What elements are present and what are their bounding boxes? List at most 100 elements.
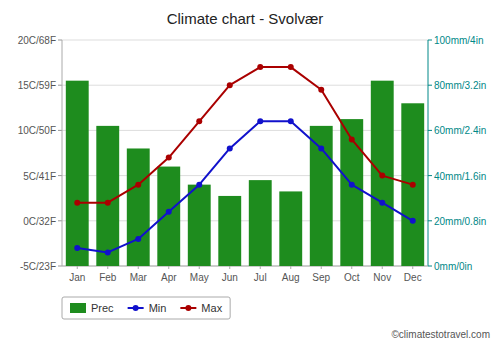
annotation: ©climatestotravel.com — [391, 329, 490, 340]
tick-label: Dec — [404, 272, 422, 283]
marker — [74, 245, 80, 251]
axis-line — [428, 40, 429, 266]
tick-label: Mar — [130, 272, 148, 283]
tick-label: Sep — [312, 272, 330, 283]
tick-label: 40mm/1.6in — [434, 171, 486, 182]
tick-label: -5C/23F — [20, 261, 56, 272]
axes: -5C/23F 0C/32F 5C/41F 10C/50F 15C/59F 20C/68F… — [18, 35, 487, 283]
tick-mark — [351, 266, 352, 269]
tick-mark — [58, 266, 62, 267]
legend: PrecMinMax — [62, 297, 230, 319]
line — [77, 121, 413, 252]
marker — [166, 155, 172, 161]
tick-mark — [260, 266, 261, 269]
bar — [249, 180, 272, 266]
tick-mark — [58, 40, 62, 41]
bar — [127, 148, 150, 266]
tick-mark — [412, 266, 413, 269]
marker — [105, 200, 111, 206]
bar — [279, 191, 302, 266]
marker — [410, 182, 416, 188]
legend-swatch — [185, 305, 191, 311]
legend-label: Min — [149, 302, 167, 314]
legend-frame — [62, 297, 230, 319]
marker — [227, 145, 233, 151]
tick-mark — [138, 266, 139, 269]
line-series — [74, 118, 416, 255]
marker — [105, 249, 111, 255]
legend-label: Prec — [91, 302, 114, 314]
marker — [410, 218, 416, 224]
tick-label: Jan — [69, 272, 85, 283]
marker — [288, 118, 294, 124]
grid-line — [62, 40, 428, 41]
tick-label: 100mm/4in — [434, 35, 483, 46]
tick-label: 0mm/0in — [434, 261, 472, 272]
tick-mark — [58, 85, 62, 86]
tick-mark — [168, 266, 169, 269]
tick-mark — [428, 85, 432, 86]
tick-mark — [428, 220, 432, 221]
plot-area — [66, 64, 424, 266]
legend-swatch — [133, 305, 139, 311]
tick-label: 60mm/2.4in — [434, 125, 486, 136]
tick-label: 0C/32F — [23, 216, 56, 227]
marker — [227, 82, 233, 88]
tick-label: Aug — [282, 272, 300, 283]
marker — [196, 118, 202, 124]
marker — [379, 200, 385, 206]
tick-label: Jun — [222, 272, 238, 283]
tick-mark — [58, 220, 62, 221]
tick-mark — [58, 175, 62, 176]
bar — [157, 167, 180, 266]
tick-label: 10C/50F — [18, 125, 56, 136]
bar-series — [66, 81, 424, 266]
bar — [218, 196, 241, 266]
tick-label: Nov — [373, 272, 391, 283]
tick-label: 5C/41F — [23, 171, 56, 182]
tick-mark — [107, 266, 108, 269]
marker — [379, 173, 385, 179]
tick-mark — [428, 266, 432, 267]
axis-line — [62, 40, 63, 266]
marker — [349, 182, 355, 188]
marker — [288, 64, 294, 70]
tick-mark — [382, 266, 383, 269]
marker — [349, 136, 355, 142]
tick-label: 80mm/3.2in — [434, 80, 486, 91]
bar — [96, 126, 119, 266]
tick-mark — [77, 266, 78, 269]
line — [77, 67, 413, 203]
tick-mark — [290, 266, 291, 269]
bar — [340, 119, 363, 266]
tick-label: Oct — [344, 272, 360, 283]
bar — [188, 185, 211, 266]
marker — [318, 87, 324, 93]
tick-mark — [199, 266, 200, 269]
legend-swatch — [70, 303, 86, 313]
tick-mark — [428, 175, 432, 176]
tick-mark — [428, 130, 432, 131]
marker — [257, 118, 263, 124]
line-series — [74, 64, 416, 206]
tick-label: May — [190, 272, 209, 283]
marker — [135, 236, 141, 242]
tick-mark — [321, 266, 322, 269]
chart: Climate chart - Svolvær -5C/23F 0C/32F 5C/4… — [0, 0, 500, 350]
bar — [310, 126, 333, 266]
marker — [196, 182, 202, 188]
marker — [257, 64, 263, 70]
marker — [166, 209, 172, 215]
marker — [74, 200, 80, 206]
marker — [318, 145, 324, 151]
tick-label: Apr — [161, 272, 177, 283]
bar — [371, 81, 394, 266]
tick-label: 20C/68F — [18, 35, 56, 46]
bar — [66, 81, 89, 266]
tick-label: Jul — [254, 272, 267, 283]
tick-mark — [58, 130, 62, 131]
marker — [135, 182, 141, 188]
title: Climate chart - Svolvær — [167, 10, 324, 27]
tick-label: 15C/59F — [18, 80, 56, 91]
tick-label: Feb — [99, 272, 117, 283]
